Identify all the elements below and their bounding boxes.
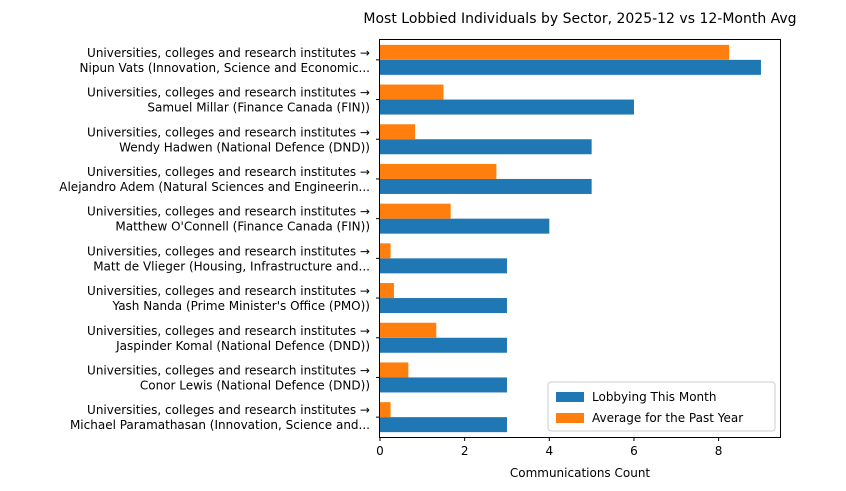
bar-past-year-average: [380, 163, 497, 179]
bar-past-year-average: [380, 402, 391, 418]
x-tick-label: 6: [630, 444, 638, 458]
bar-past-year-average: [380, 124, 416, 140]
bar-this-month: [380, 99, 634, 115]
y-tick-label-sector: Universities, colleges and research inst…: [87, 284, 370, 298]
bar-this-month: [380, 417, 507, 433]
y-tick-label-individual: Michael Paramathasan (Innovation, Scienc…: [70, 418, 370, 432]
legend-swatch: [556, 413, 584, 423]
x-axis: 0 2 4 6 8: [376, 437, 722, 458]
bar-past-year-average: [380, 44, 730, 60]
x-tick-label: 4: [545, 444, 553, 458]
bars-layer: [380, 44, 761, 433]
bar-this-month: [380, 218, 550, 234]
bar-past-year-average: [380, 84, 444, 100]
x-axis-label: Communications Count: [510, 466, 651, 480]
y-tick-label-individual: Samuel Millar (Finance Canada (FIN)): [147, 101, 370, 115]
y-tick-label-individual: Alejandro Adem (Natural Sciences and Eng…: [59, 180, 370, 194]
y-tick-label-sector: Universities, colleges and research inst…: [87, 403, 370, 417]
x-tick-label: 0: [376, 444, 384, 458]
legend: Lobbying This Month Average for the Past …: [547, 381, 776, 432]
y-tick-label-sector: Universities, colleges and research inst…: [87, 125, 370, 139]
y-tick-label-sector: Universities, colleges and research inst…: [87, 205, 370, 219]
legend-label: Lobbying This Month: [592, 390, 716, 404]
bar-past-year-average: [380, 322, 437, 338]
y-tick-label-individual: Matt de Vlieger (Housing, Infrastructure…: [93, 259, 370, 273]
x-tick-label: 2: [461, 444, 469, 458]
y-tick-label-sector: Universities, colleges and research inst…: [87, 46, 370, 60]
bar-this-month: [380, 377, 507, 393]
bar-past-year-average: [380, 362, 409, 378]
bar-this-month: [380, 59, 761, 75]
plot-frame: [379, 39, 781, 438]
y-tick-label-individual: Wendy Hadwen (National Defence (DND)): [119, 140, 370, 154]
chart-title: Most Lobbied Individuals by Sector, 2025…: [363, 11, 796, 27]
bar-this-month: [380, 178, 592, 194]
y-tick-label-sector: Universities, colleges and research inst…: [87, 363, 370, 377]
bar-this-month: [380, 337, 507, 353]
x-tick-label: 8: [715, 444, 723, 458]
bar-this-month: [380, 298, 507, 314]
bar-past-year-average: [380, 283, 394, 299]
y-tick-label-sector: Universities, colleges and research inst…: [87, 244, 370, 258]
y-tick-label-sector: Universities, colleges and research inst…: [87, 165, 370, 179]
y-tick-label-sector: Universities, colleges and research inst…: [87, 86, 370, 100]
legend-box: [547, 381, 776, 432]
y-tick-label-individual: Yash Nanda (Prime Minister's Office (PMO…: [112, 299, 370, 313]
y-tick-label-individual: Matthew O'Connell (Finance Canada (FIN)): [115, 220, 370, 234]
y-tick-label-individual: Nipun Vats (Innovation, Science and Econ…: [80, 61, 370, 75]
legend-swatch: [556, 392, 584, 402]
y-tick-label-individual: Jaspinder Komal (National Defence (DND)): [115, 339, 370, 353]
y-tick-label-individual: Conor Lewis (National Defence (DND)): [140, 378, 370, 392]
bar-past-year-average: [380, 243, 391, 259]
bar-this-month: [380, 139, 592, 155]
bar-past-year-average: [380, 203, 451, 219]
bar-this-month: [380, 258, 507, 274]
y-axis: Universities, colleges and research inst…: [59, 46, 380, 432]
y-tick-label-sector: Universities, colleges and research inst…: [87, 324, 370, 338]
legend-label: Average for the Past Year: [592, 411, 743, 425]
